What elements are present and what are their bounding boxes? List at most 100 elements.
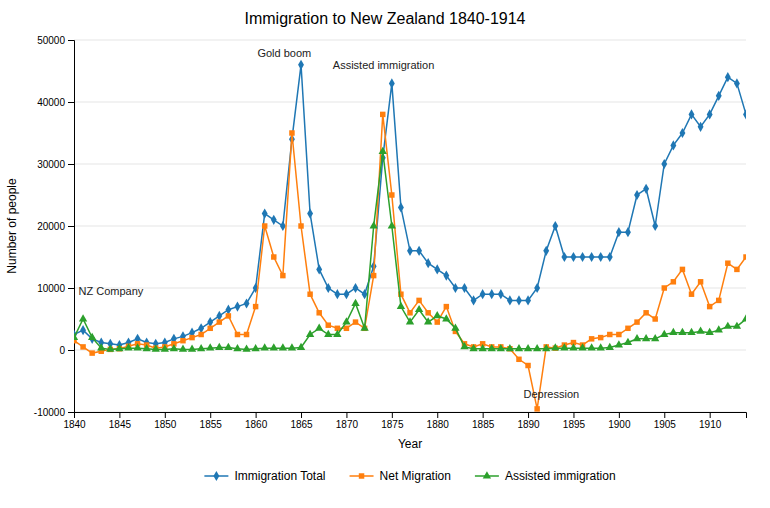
x-tick-mark <box>573 412 574 418</box>
data-point <box>242 345 250 352</box>
data-point <box>353 319 358 324</box>
data-point <box>607 252 613 262</box>
grid-line <box>74 40 746 41</box>
series-markers <box>74 112 746 412</box>
y-tick: 50000 <box>37 35 74 46</box>
data-point <box>343 289 349 299</box>
data-point <box>152 345 160 352</box>
data-point <box>161 345 169 352</box>
data-point <box>315 323 323 330</box>
data-point <box>189 335 194 340</box>
x-tick: 1840 <box>63 412 86 430</box>
data-point <box>370 221 378 228</box>
x-tick-mark <box>210 412 211 418</box>
data-point <box>497 344 505 351</box>
data-point <box>551 343 559 350</box>
legend-swatch-marker <box>483 471 491 478</box>
data-point <box>598 335 603 340</box>
data-point <box>679 128 685 138</box>
data-point <box>633 334 641 341</box>
x-tick: 1870 <box>336 412 359 430</box>
y-tick-mark <box>68 40 74 41</box>
data-point <box>79 314 87 321</box>
data-point <box>624 338 632 345</box>
data-point <box>324 330 332 337</box>
data-point <box>351 299 359 306</box>
data-point <box>696 327 704 334</box>
data-point <box>307 291 312 296</box>
y-tick-mark <box>68 350 74 351</box>
data-point <box>80 325 86 335</box>
data-point <box>743 254 746 259</box>
data-point <box>424 317 432 324</box>
x-tick-mark <box>119 412 120 418</box>
data-point <box>452 283 458 293</box>
y-axis-line <box>68 41 75 413</box>
data-point <box>516 357 521 362</box>
data-point <box>124 343 132 350</box>
x-tick-label: 1905 <box>654 419 677 430</box>
data-point <box>662 285 667 290</box>
data-point <box>379 147 387 154</box>
grid-line <box>74 164 746 165</box>
annotation: Gold boom <box>257 47 311 59</box>
series-markers <box>74 60 746 350</box>
x-tick-mark <box>664 412 665 418</box>
data-point <box>715 325 723 332</box>
data-point <box>407 310 412 315</box>
x-tick-label: 1840 <box>63 419 86 430</box>
legend-item: Net Migration <box>350 469 451 483</box>
data-point <box>416 246 422 256</box>
y-tick: 20000 <box>37 221 74 232</box>
data-point <box>589 336 594 341</box>
data-point <box>306 330 314 337</box>
data-point <box>561 252 567 262</box>
data-point <box>251 344 259 351</box>
data-point <box>206 343 214 350</box>
legend-label: Assisted immigration <box>505 469 616 483</box>
data-point <box>433 311 441 318</box>
x-tick-label: 1865 <box>290 419 313 430</box>
data-point <box>478 344 486 351</box>
data-point <box>388 221 396 228</box>
data-point <box>516 295 522 305</box>
data-point <box>389 78 395 88</box>
data-point <box>261 343 269 350</box>
x-tick-mark <box>619 412 620 418</box>
x-tick-label: 1845 <box>109 419 132 430</box>
data-point <box>542 344 550 351</box>
data-point <box>569 343 577 350</box>
data-point <box>615 340 623 347</box>
x-tick-mark <box>256 412 257 418</box>
data-point <box>280 273 285 278</box>
y-tick-label: 20000 <box>37 221 65 232</box>
data-point <box>698 122 704 132</box>
data-point <box>680 267 685 272</box>
data-point <box>616 332 621 337</box>
data-point <box>235 302 241 312</box>
x-tick-mark <box>528 412 529 418</box>
data-point <box>316 264 322 274</box>
data-point <box>689 291 694 296</box>
data-point <box>488 344 496 351</box>
x-tick-label: 1875 <box>381 419 404 430</box>
data-point <box>616 227 622 237</box>
y-tick-mark <box>68 288 74 289</box>
data-point <box>133 343 141 350</box>
data-point <box>389 192 394 197</box>
x-tick-mark <box>392 412 393 418</box>
data-point <box>233 344 241 351</box>
data-point <box>235 332 240 337</box>
data-point <box>534 283 540 293</box>
x-tick-mark <box>710 412 711 418</box>
y-tick-mark <box>68 412 74 413</box>
data-point <box>398 202 404 212</box>
data-point <box>733 322 741 329</box>
x-tick: 1890 <box>517 412 540 430</box>
data-point <box>333 330 341 337</box>
data-point <box>578 343 586 350</box>
series-line <box>74 114 746 409</box>
data-point <box>80 344 85 349</box>
data-point <box>270 343 278 350</box>
data-point <box>288 343 296 350</box>
